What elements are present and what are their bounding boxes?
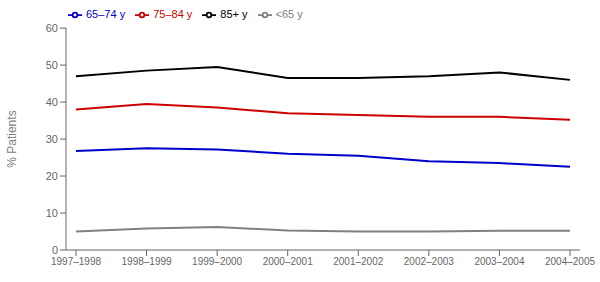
svg-text:10: 10 <box>46 207 58 219</box>
svg-text:2003–2004: 2003–2004 <box>474 256 524 267</box>
html-text:75–84 y: 75–84 y <box>153 8 193 20</box>
svg-text:50: 50 <box>46 59 58 71</box>
svg-text:1997–1998: 1997–1998 <box>51 256 101 267</box>
svg-text:30: 30 <box>46 133 58 145</box>
html-text:85+ y: 85+ y <box>220 8 248 20</box>
svg-text:20: 20 <box>46 170 58 182</box>
svg-text:60: 60 <box>46 22 58 34</box>
svg-text:2002–2003: 2002–2003 <box>404 256 454 267</box>
html-text:65–74 y: 65–74 y <box>86 8 126 20</box>
svg-text:1999–2000: 1999–2000 <box>192 256 242 267</box>
svg-text:2001–2002: 2001–2002 <box>333 256 383 267</box>
html-text:<65 y: <65 y <box>275 8 303 20</box>
svg-text:40: 40 <box>46 96 58 108</box>
svg-text:0: 0 <box>52 244 58 256</box>
svg-text:% Patients: % Patients <box>8 110 19 167</box>
svg-text:1998–1999: 1998–1999 <box>122 256 172 267</box>
svg-text:2000–2001: 2000–2001 <box>263 256 313 267</box>
svg-text:2004–2005: 2004–2005 <box>545 256 592 267</box>
